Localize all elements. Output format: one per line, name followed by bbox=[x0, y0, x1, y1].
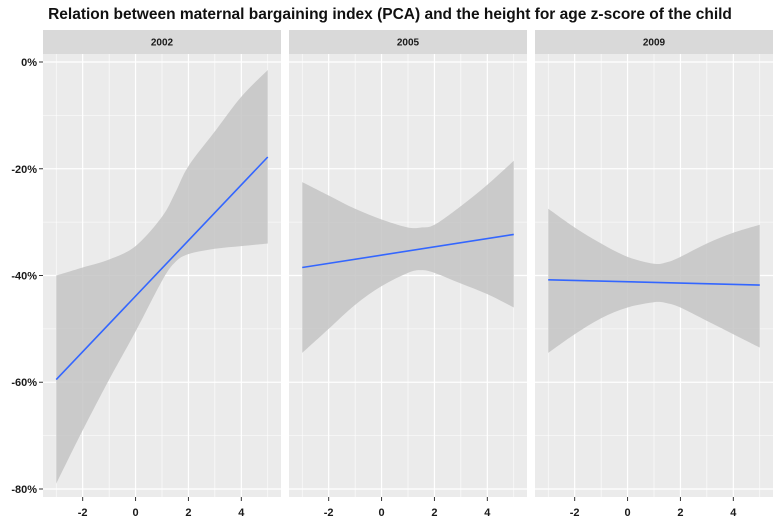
y-tick-label: 0% bbox=[21, 57, 37, 69]
x-tick-label: 2 bbox=[185, 507, 191, 519]
facet-strip-label: 2002 bbox=[151, 38, 174, 49]
y-tick-label: -20% bbox=[11, 164, 37, 176]
facet-panel-2005: 2005 -2 0 2 4 bbox=[289, 30, 527, 519]
facet-panel-2002: 2002 -2 0 2 4 bbox=[43, 30, 281, 519]
facet-strip-label: 2005 bbox=[397, 38, 420, 49]
facet-strip bbox=[535, 30, 773, 54]
x-tick-label: -2 bbox=[570, 507, 580, 519]
facet-strip bbox=[289, 30, 527, 54]
facet-strip bbox=[43, 30, 281, 54]
confidence-ribbon bbox=[548, 208, 760, 353]
fit-line bbox=[548, 278, 760, 286]
chart-title: Relation between maternal bargaining ind… bbox=[48, 6, 732, 23]
x-tick-label: -2 bbox=[324, 507, 334, 519]
y-axis: 0% -20% -40% -60% -80% bbox=[11, 57, 43, 496]
facet-strip-label: 2009 bbox=[643, 38, 666, 49]
fit-line bbox=[302, 233, 514, 269]
confidence-ribbon bbox=[302, 160, 514, 353]
x-tick-label: 4 bbox=[730, 507, 737, 519]
x-tick-label: 4 bbox=[238, 507, 245, 519]
x-tick-label: 0 bbox=[132, 507, 138, 519]
y-tick-label: -60% bbox=[11, 377, 37, 389]
y-tick-label: -80% bbox=[11, 484, 37, 496]
x-tick-label: 4 bbox=[484, 507, 491, 519]
fit-line bbox=[55, 156, 269, 381]
x-tick-label: 2 bbox=[677, 507, 683, 519]
x-tick-label: 0 bbox=[378, 507, 384, 519]
facet-panel-2009: 2009 -2 0 2 4 bbox=[535, 30, 773, 519]
facet-panels: 2002 -2 0 2 4 2005 -2 0 2 4 2009 -2 0 2 4 bbox=[43, 30, 773, 519]
confidence-ribbon bbox=[56, 70, 268, 484]
x-tick-label: 0 bbox=[624, 507, 630, 519]
x-tick-label: -2 bbox=[78, 507, 88, 519]
x-tick-label: 2 bbox=[431, 507, 437, 519]
y-tick-label: -40% bbox=[11, 271, 37, 283]
